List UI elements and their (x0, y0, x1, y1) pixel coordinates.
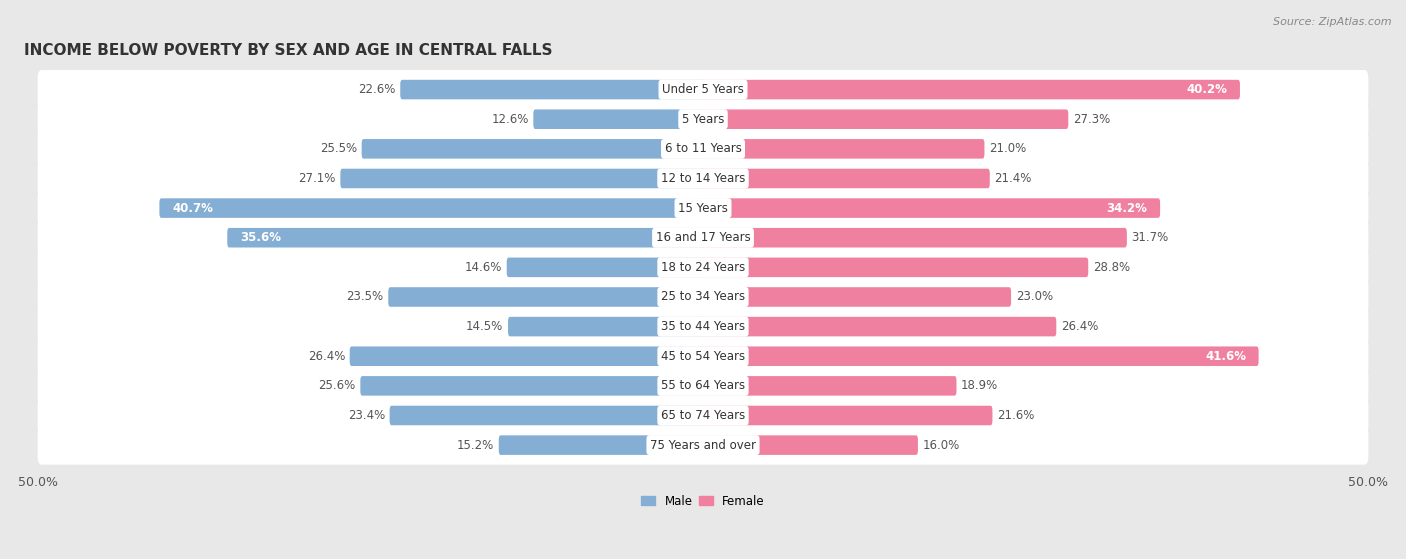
Text: 75 Years and over: 75 Years and over (650, 439, 756, 452)
Text: 15 Years: 15 Years (678, 202, 728, 215)
FancyBboxPatch shape (38, 307, 1368, 346)
FancyBboxPatch shape (360, 376, 704, 396)
Text: 21.0%: 21.0% (988, 143, 1026, 155)
Text: 14.6%: 14.6% (464, 261, 502, 274)
FancyBboxPatch shape (702, 80, 1240, 100)
Text: 16 and 17 Years: 16 and 17 Years (655, 231, 751, 244)
Text: 25 to 34 Years: 25 to 34 Years (661, 291, 745, 304)
FancyBboxPatch shape (38, 188, 1368, 228)
FancyBboxPatch shape (350, 347, 704, 366)
Text: 23.4%: 23.4% (347, 409, 385, 422)
Text: 14.5%: 14.5% (467, 320, 503, 333)
Text: 6 to 11 Years: 6 to 11 Years (665, 143, 741, 155)
Text: 40.2%: 40.2% (1187, 83, 1227, 96)
FancyBboxPatch shape (702, 376, 956, 396)
FancyBboxPatch shape (361, 139, 704, 159)
FancyBboxPatch shape (159, 198, 704, 218)
FancyBboxPatch shape (702, 347, 1258, 366)
FancyBboxPatch shape (702, 169, 990, 188)
FancyBboxPatch shape (702, 406, 993, 425)
Text: 12 to 14 Years: 12 to 14 Years (661, 172, 745, 185)
Text: 27.3%: 27.3% (1073, 113, 1111, 126)
FancyBboxPatch shape (38, 218, 1368, 257)
FancyBboxPatch shape (38, 396, 1368, 435)
Text: Source: ZipAtlas.com: Source: ZipAtlas.com (1274, 17, 1392, 27)
FancyBboxPatch shape (38, 159, 1368, 198)
Text: 22.6%: 22.6% (359, 83, 395, 96)
Text: 18.9%: 18.9% (962, 380, 998, 392)
FancyBboxPatch shape (702, 139, 984, 159)
Text: 26.4%: 26.4% (308, 350, 344, 363)
FancyBboxPatch shape (702, 435, 918, 455)
FancyBboxPatch shape (389, 406, 704, 425)
FancyBboxPatch shape (533, 110, 704, 129)
FancyBboxPatch shape (38, 129, 1368, 168)
Text: 21.4%: 21.4% (994, 172, 1032, 185)
FancyBboxPatch shape (38, 100, 1368, 139)
FancyBboxPatch shape (38, 425, 1368, 465)
Text: 45 to 54 Years: 45 to 54 Years (661, 350, 745, 363)
Text: 40.7%: 40.7% (172, 202, 212, 215)
Text: 31.7%: 31.7% (1132, 231, 1168, 244)
Text: 23.0%: 23.0% (1015, 291, 1053, 304)
Text: 16.0%: 16.0% (922, 439, 960, 452)
Text: 35 to 44 Years: 35 to 44 Years (661, 320, 745, 333)
FancyBboxPatch shape (506, 258, 704, 277)
Legend: Male, Female: Male, Female (637, 490, 769, 513)
Text: 12.6%: 12.6% (491, 113, 529, 126)
FancyBboxPatch shape (38, 277, 1368, 316)
Text: 5 Years: 5 Years (682, 113, 724, 126)
Text: 41.6%: 41.6% (1205, 350, 1246, 363)
Text: 21.6%: 21.6% (997, 409, 1035, 422)
FancyBboxPatch shape (38, 337, 1368, 376)
FancyBboxPatch shape (38, 70, 1368, 109)
Text: 15.2%: 15.2% (457, 439, 494, 452)
Text: 18 to 24 Years: 18 to 24 Years (661, 261, 745, 274)
Text: 26.4%: 26.4% (1062, 320, 1098, 333)
FancyBboxPatch shape (702, 228, 1126, 248)
FancyBboxPatch shape (38, 366, 1368, 405)
Text: 25.5%: 25.5% (321, 143, 357, 155)
Text: Under 5 Years: Under 5 Years (662, 83, 744, 96)
FancyBboxPatch shape (702, 110, 1069, 129)
Text: 27.1%: 27.1% (298, 172, 336, 185)
FancyBboxPatch shape (38, 248, 1368, 287)
FancyBboxPatch shape (702, 198, 1160, 218)
Text: 25.6%: 25.6% (318, 380, 356, 392)
Text: 35.6%: 35.6% (240, 231, 281, 244)
FancyBboxPatch shape (499, 435, 704, 455)
FancyBboxPatch shape (702, 287, 1011, 307)
Text: 34.2%: 34.2% (1107, 202, 1147, 215)
FancyBboxPatch shape (388, 287, 704, 307)
FancyBboxPatch shape (228, 228, 704, 248)
Text: 28.8%: 28.8% (1092, 261, 1130, 274)
FancyBboxPatch shape (508, 317, 704, 337)
Text: 65 to 74 Years: 65 to 74 Years (661, 409, 745, 422)
FancyBboxPatch shape (702, 317, 1056, 337)
FancyBboxPatch shape (401, 80, 704, 100)
FancyBboxPatch shape (702, 258, 1088, 277)
Text: INCOME BELOW POVERTY BY SEX AND AGE IN CENTRAL FALLS: INCOME BELOW POVERTY BY SEX AND AGE IN C… (24, 43, 553, 58)
Text: 23.5%: 23.5% (346, 291, 384, 304)
Text: 55 to 64 Years: 55 to 64 Years (661, 380, 745, 392)
FancyBboxPatch shape (340, 169, 704, 188)
